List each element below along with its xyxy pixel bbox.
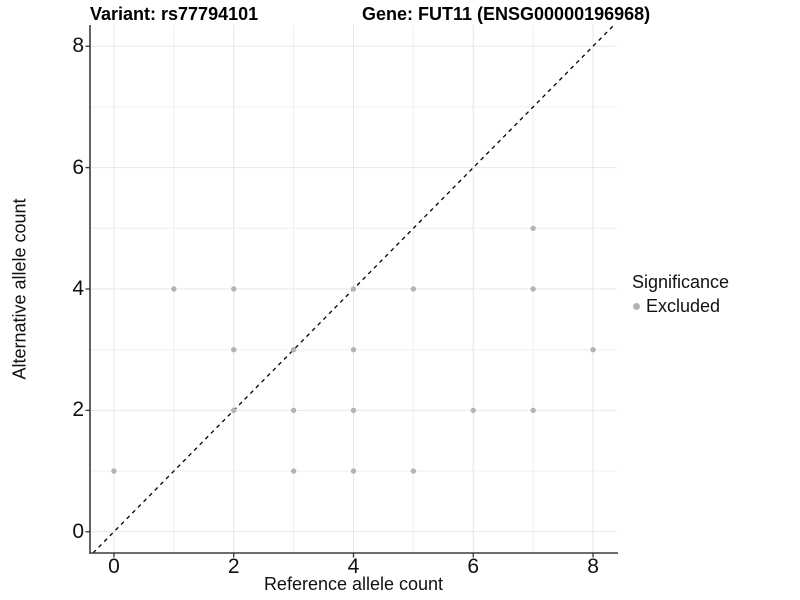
x-tick-label: 0 bbox=[108, 555, 120, 578]
data-point bbox=[290, 346, 297, 353]
data-point bbox=[231, 286, 237, 292]
variant-title: Variant: rs77794101 bbox=[90, 4, 259, 24]
x-axis-title: Reference allele count bbox=[263, 574, 444, 594]
y-tick-label: 0 bbox=[72, 519, 84, 543]
y-tick-label: 8 bbox=[72, 34, 84, 58]
data-point bbox=[290, 407, 297, 414]
y-axis-title: Alternative allele count bbox=[9, 198, 30, 380]
excluded-point-icon bbox=[633, 303, 640, 310]
data-point bbox=[410, 468, 417, 474]
data-point bbox=[350, 346, 357, 353]
y-tick-label: 6 bbox=[72, 155, 84, 179]
data-point bbox=[290, 468, 297, 474]
data-point bbox=[171, 286, 177, 292]
legend-item-excluded: Excluded bbox=[629, 296, 729, 317]
x-tick-label: 4 bbox=[347, 555, 360, 578]
y-tick-label: 2 bbox=[72, 398, 84, 422]
data-point bbox=[410, 286, 417, 292]
x-tick-label: 2 bbox=[227, 555, 240, 578]
data-point bbox=[470, 407, 476, 414]
data-point bbox=[111, 468, 117, 474]
data-point bbox=[231, 407, 237, 414]
data-point bbox=[530, 225, 536, 232]
y-tick-label: 4 bbox=[72, 277, 84, 300]
x-tick-label: 8 bbox=[587, 555, 599, 578]
data-point bbox=[350, 468, 357, 474]
data-point bbox=[350, 286, 357, 292]
data-point bbox=[590, 346, 596, 353]
data-point bbox=[350, 407, 357, 414]
data-point bbox=[530, 286, 536, 292]
data-point bbox=[231, 346, 237, 353]
legend-title: Significance bbox=[632, 272, 730, 292]
legend: Significance Excluded bbox=[629, 272, 729, 317]
x-tick-label: 6 bbox=[467, 555, 480, 578]
legend-item-label: Excluded bbox=[646, 296, 721, 316]
gene-title: Gene: FUT11 (ENSG00000196968) bbox=[362, 4, 651, 24]
data-point bbox=[530, 407, 536, 414]
